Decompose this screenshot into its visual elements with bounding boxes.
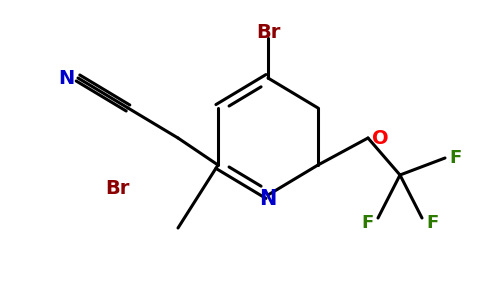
- Text: N: N: [58, 68, 74, 88]
- Text: F: F: [449, 149, 461, 167]
- Text: Br: Br: [256, 23, 280, 42]
- Text: F: F: [362, 214, 374, 232]
- Text: F: F: [426, 214, 438, 232]
- Text: N: N: [259, 189, 277, 209]
- Text: Br: Br: [106, 178, 130, 197]
- Text: O: O: [372, 128, 389, 148]
